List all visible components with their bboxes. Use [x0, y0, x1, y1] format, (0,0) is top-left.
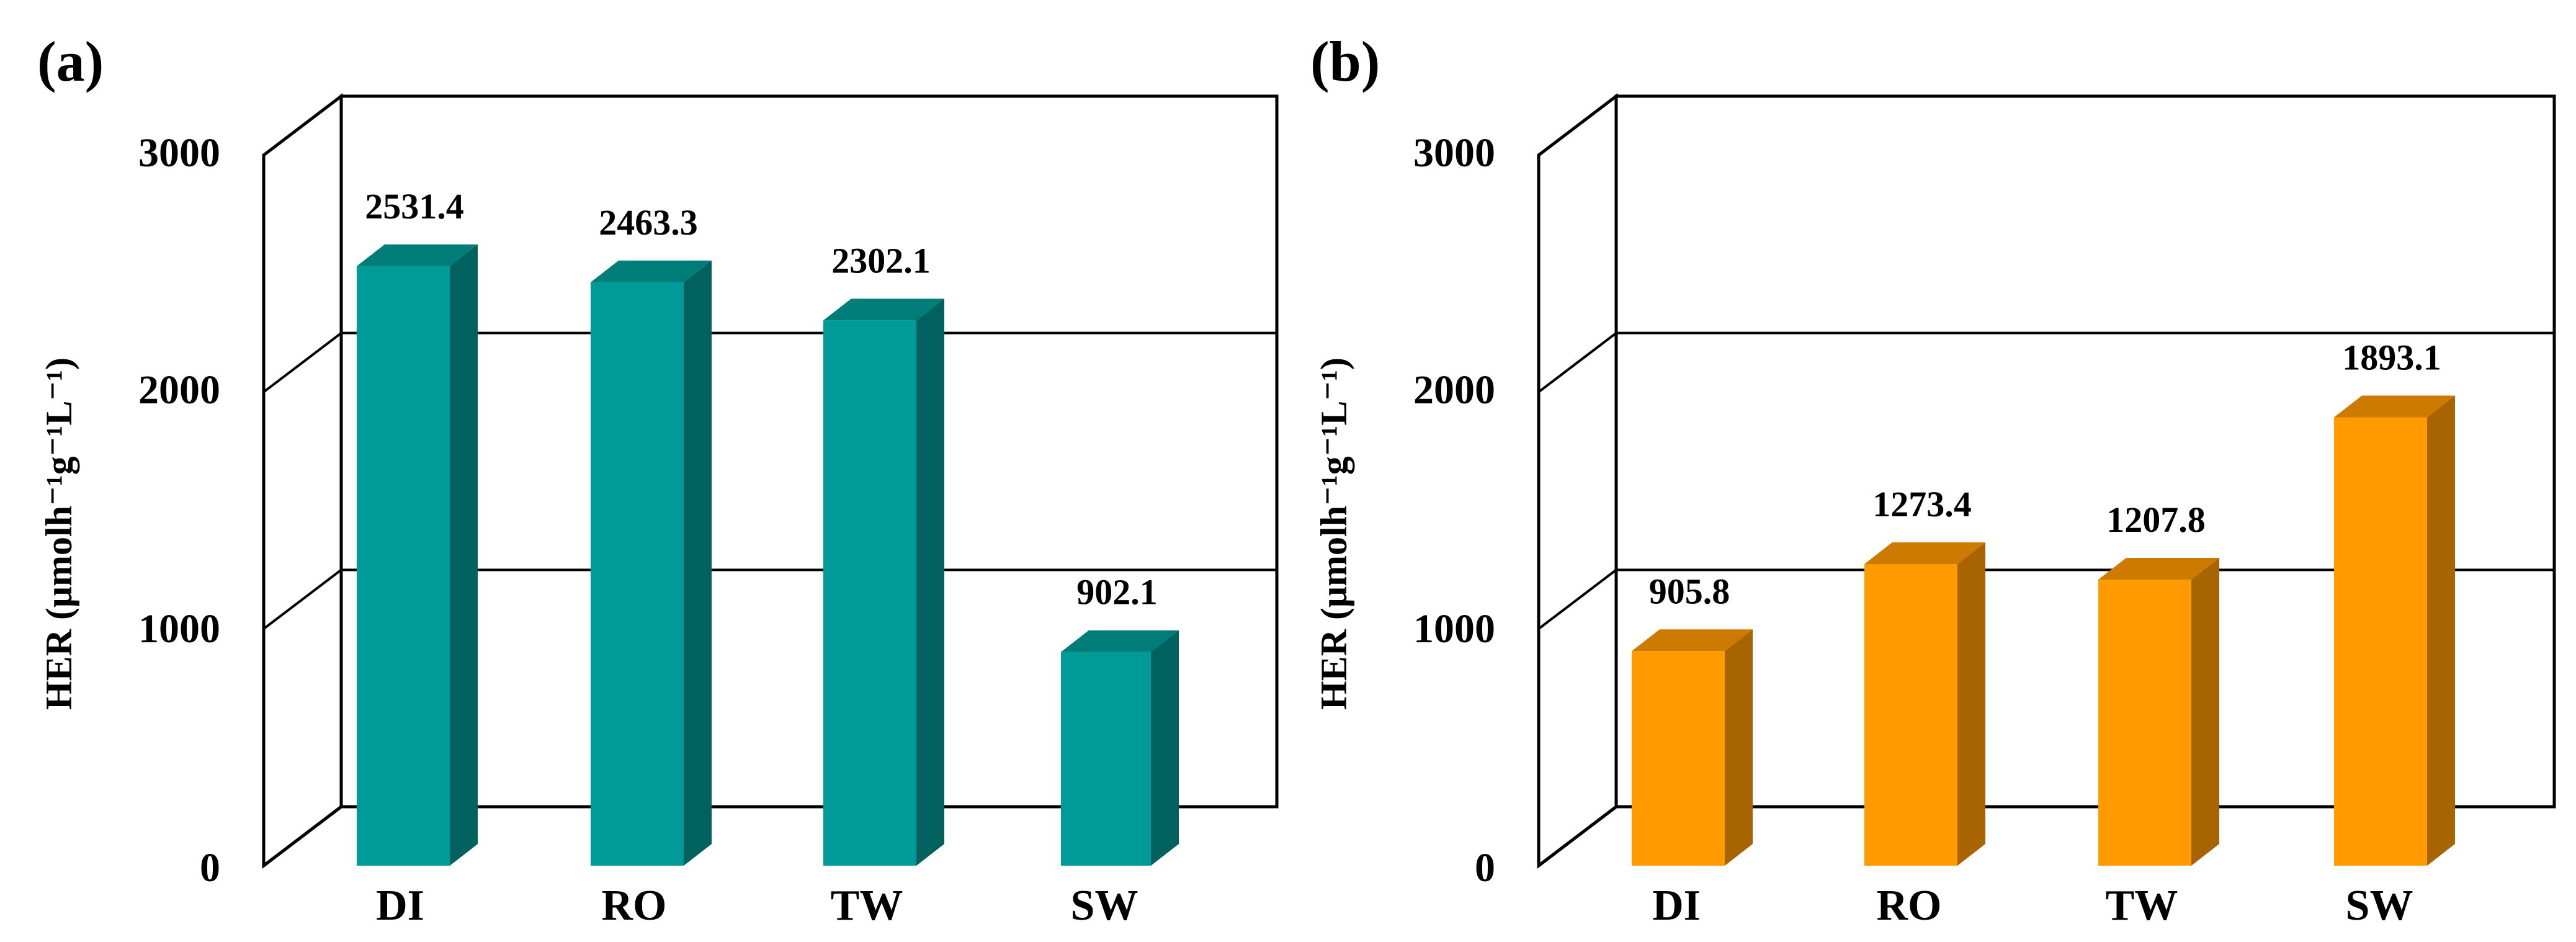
axes-frame: [262, 92, 1279, 869]
x-tick-label: RO: [1877, 882, 1942, 930]
side-wall: [1537, 92, 1618, 869]
y-tick-label: 1000: [1413, 606, 1495, 652]
bar-top: [2098, 558, 2219, 580]
data-labels: 2531.4 2463.3 2302.1 902.1: [365, 186, 1158, 612]
bar-side: [916, 298, 944, 866]
x-tick-label: TW: [2106, 882, 2178, 930]
axes-frame: [1537, 92, 2556, 869]
bar-top: [591, 260, 712, 282]
x-tick-label: RO: [602, 882, 667, 930]
y-axis-label: HER (μmolh⁻¹g⁻¹L⁻¹): [1313, 357, 1354, 710]
floor-edge: [262, 805, 342, 867]
side-wall: [262, 92, 343, 869]
bar-side: [1957, 542, 1985, 866]
bar-top: [2334, 395, 2455, 418]
panel-b: (b) HER (μmolh⁻¹g⁻¹L⁻¹) 0 1000 2000 3000…: [1310, 30, 2556, 930]
y-tick-labels: 0 1000 2000 3000: [1413, 130, 1495, 890]
panel-a: (a) HER (μmolh⁻¹g⁻¹L⁻¹) 0 1000 2000 3000…: [37, 30, 1279, 930]
gridline-side: [1537, 332, 1617, 393]
bar-front: [1864, 563, 1957, 866]
bar: [591, 260, 712, 866]
panel-label: (a): [37, 30, 104, 93]
x-tick-label: SW: [2346, 882, 2413, 930]
data-label: 902.1: [1076, 572, 1158, 612]
x-tick-label: TW: [831, 882, 903, 930]
y-tick-label: 0: [200, 845, 220, 890]
bar-front: [823, 320, 916, 866]
bar-side: [1151, 630, 1179, 866]
data-label: 2463.3: [599, 202, 698, 243]
data-label: 905.8: [1649, 571, 1730, 611]
category-labels: DI RO TW SW: [1652, 882, 2413, 930]
gridline-side: [262, 568, 342, 630]
y-tick-labels: 0 1000 2000 3000: [138, 130, 220, 890]
bar-side: [1725, 629, 1753, 866]
bar-top: [1061, 630, 1179, 652]
bar-side: [450, 244, 478, 866]
bar-top: [357, 244, 478, 266]
bar-front: [1632, 651, 1725, 866]
bar-top: [823, 298, 944, 321]
bar: [2334, 395, 2455, 866]
x-tick-label: DI: [1652, 882, 1701, 930]
bar-side: [2191, 558, 2219, 866]
bars: [357, 244, 1179, 866]
data-labels: 905.8 1273.4 1207.8 1893.1: [1649, 337, 2441, 611]
bar: [1061, 630, 1179, 866]
bar-front: [1061, 652, 1151, 866]
bar-front: [2098, 580, 2191, 866]
y-axis-label: HER (μmolh⁻¹g⁻¹L⁻¹): [38, 357, 79, 710]
data-label: 1207.8: [2106, 500, 2206, 540]
y-tick-label: 3000: [138, 130, 220, 176]
y-tick-label: 2000: [138, 367, 220, 413]
data-label: 1273.4: [1872, 484, 1972, 524]
gridline-side: [1537, 568, 1617, 630]
y-tick-label: 3000: [1413, 130, 1495, 176]
x-tick-label: DI: [376, 882, 424, 930]
bar: [2098, 558, 2219, 866]
bar-side: [2427, 395, 2455, 866]
panel-label: (b): [1310, 30, 1380, 93]
bar-top: [1864, 542, 1985, 564]
category-labels: DI RO TW SW: [376, 882, 1138, 930]
bar: [357, 244, 478, 866]
bar-top: [1632, 629, 1753, 652]
y-tick-label: 1000: [138, 606, 220, 652]
y-tick-label: 2000: [1413, 367, 1495, 413]
bar-front: [2334, 417, 2427, 866]
data-label: 2302.1: [831, 240, 931, 280]
bar-front: [591, 282, 684, 866]
bar: [823, 298, 944, 866]
bar: [1864, 542, 1985, 866]
data-label: 1893.1: [2342, 337, 2441, 377]
x-tick-label: SW: [1071, 882, 1138, 930]
gridline-side: [262, 332, 342, 393]
bar-side: [684, 260, 712, 866]
bar-front: [357, 266, 450, 866]
data-label: 2531.4: [365, 186, 464, 227]
y-tick-label: 0: [1475, 845, 1495, 890]
floor-edge: [1537, 805, 1617, 867]
bar: [1632, 629, 1753, 866]
bars: [1632, 395, 2455, 866]
